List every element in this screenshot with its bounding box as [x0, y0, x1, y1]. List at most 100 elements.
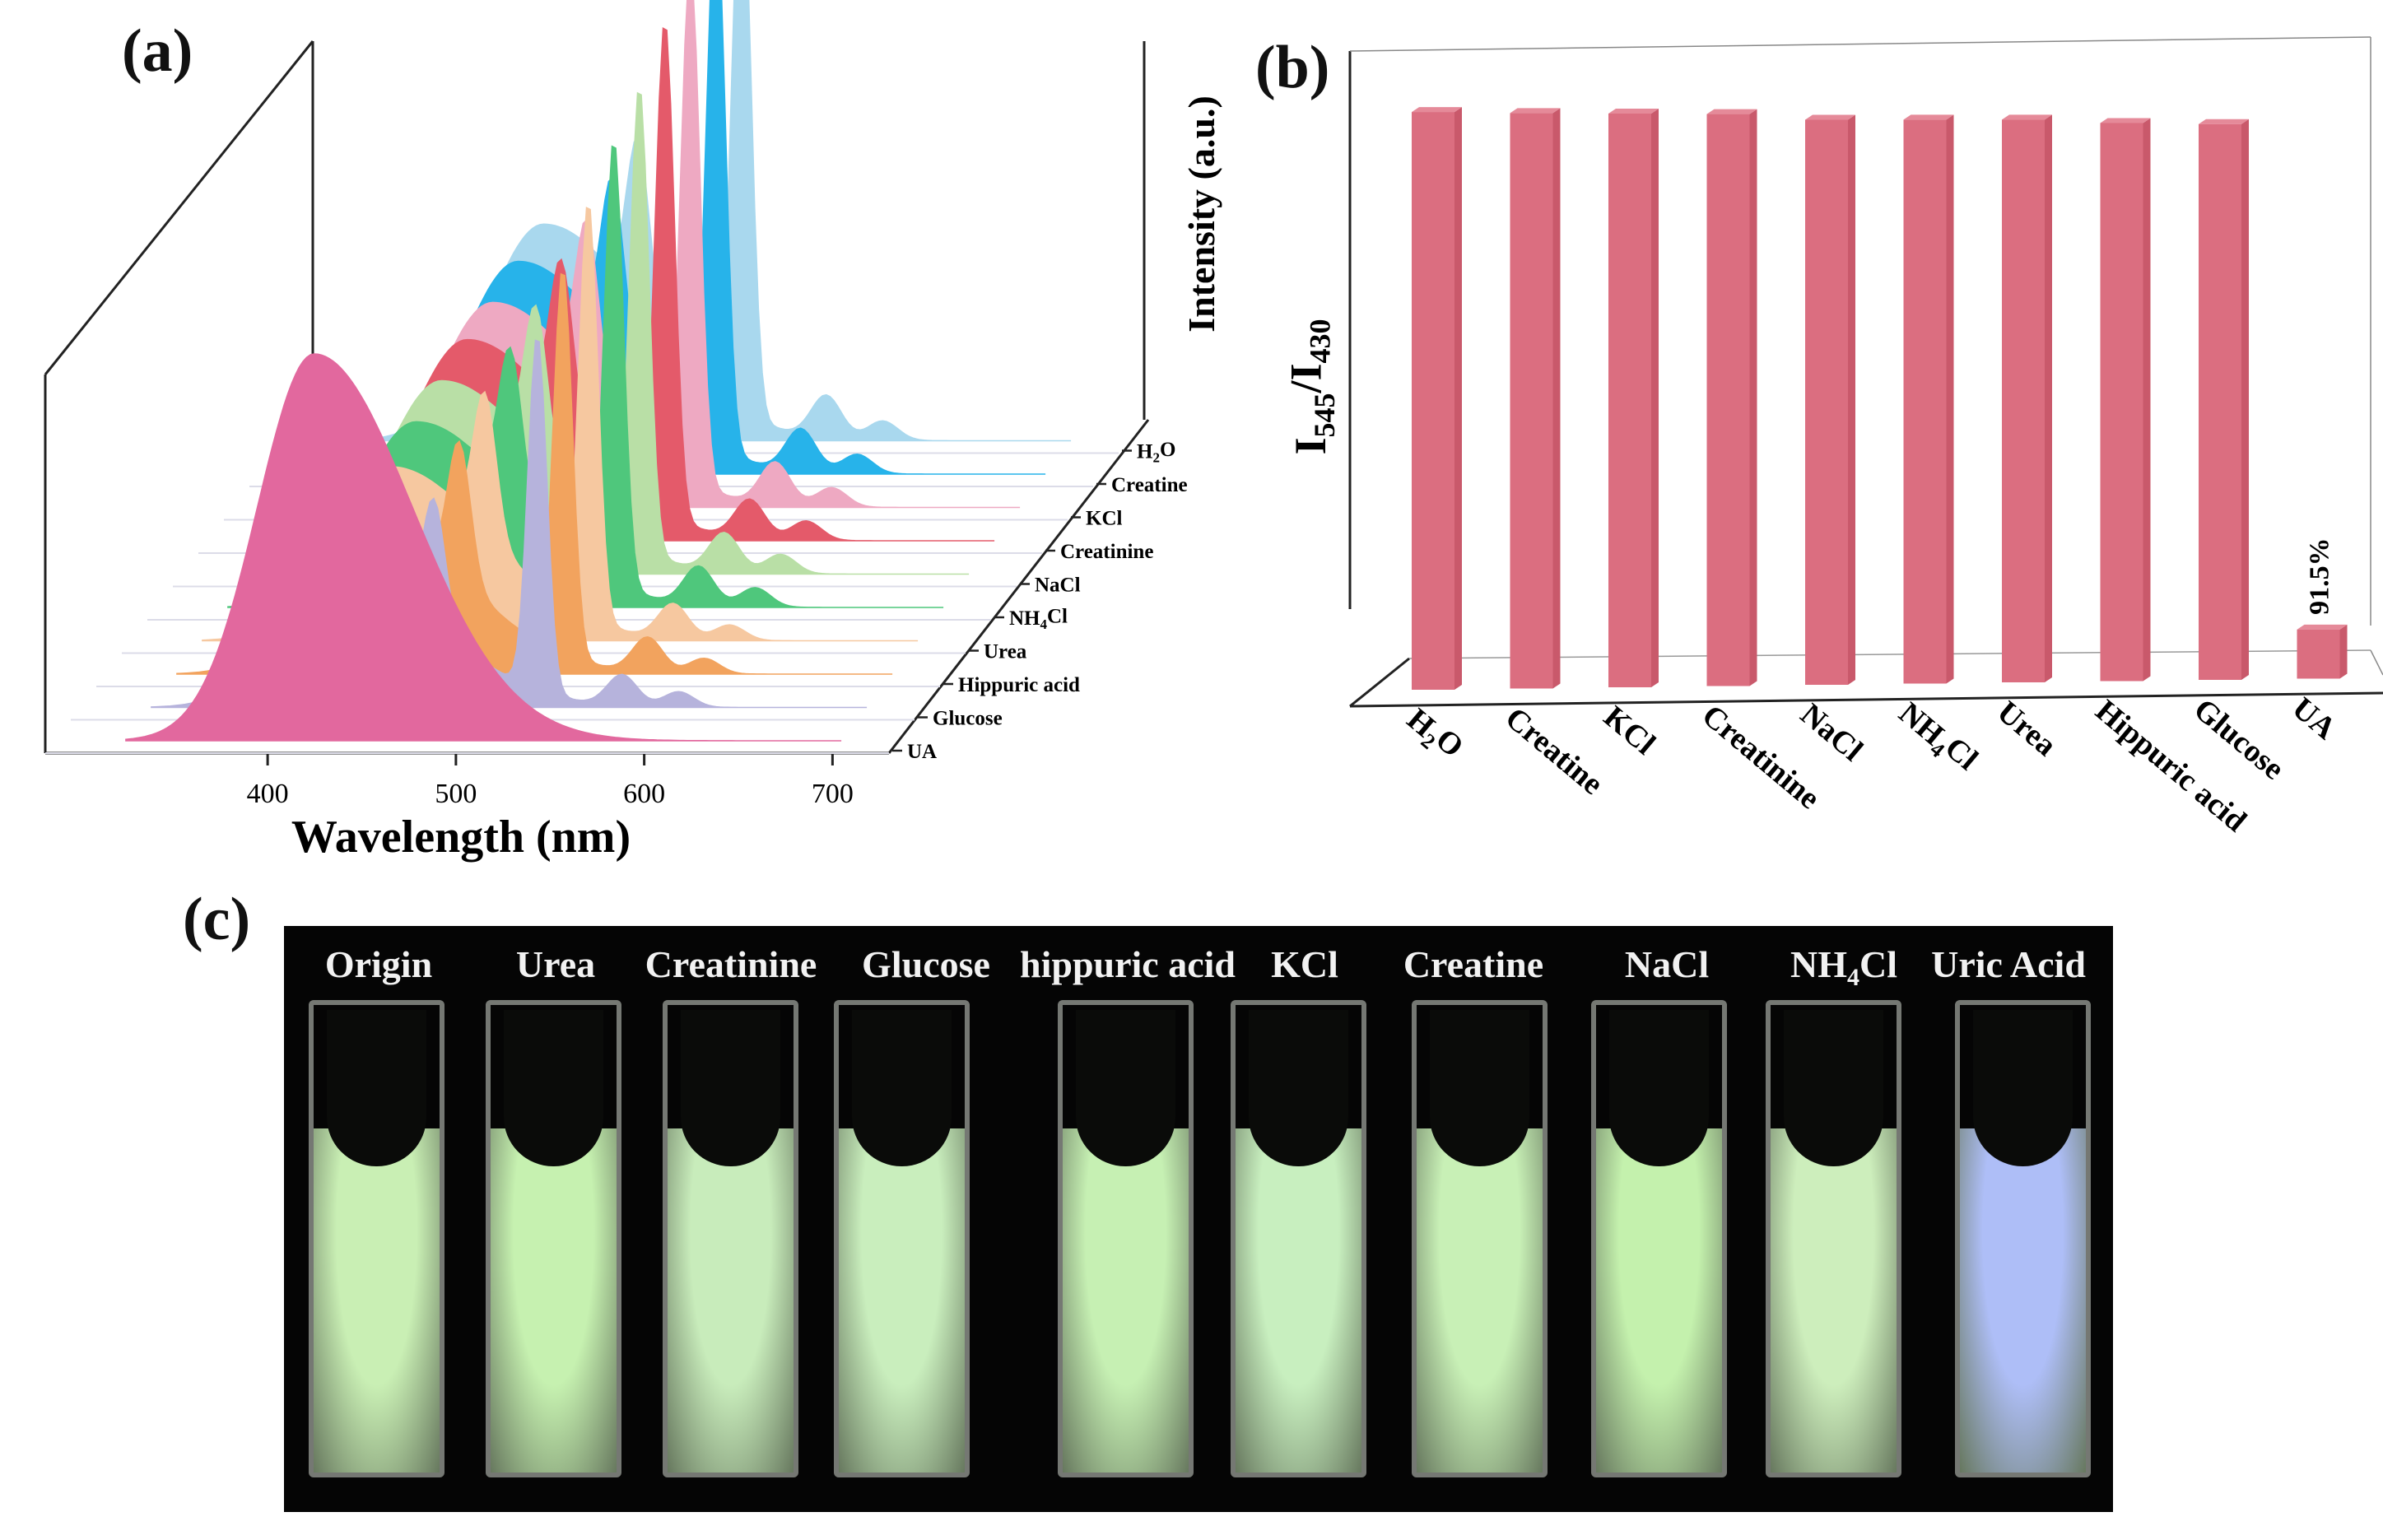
cuvette — [1955, 1000, 2091, 1477]
meniscus-shadow — [1076, 1010, 1175, 1166]
series-label: NH4Cl — [1009, 606, 1068, 633]
bar-top — [2297, 624, 2348, 630]
bar-top — [1805, 114, 1855, 120]
bar — [1608, 113, 1651, 688]
x-tick-label: UA — [2286, 691, 2343, 747]
fluorescent-solution — [1417, 1128, 1543, 1473]
meniscus-shadow — [504, 1010, 603, 1166]
bar — [1706, 114, 1750, 686]
cuvette-label: Origin — [324, 943, 433, 985]
frame-line — [1349, 36, 2371, 52]
series-label: Hippuric acid — [958, 674, 1080, 696]
bar-top — [1412, 107, 1462, 113]
frame-line — [44, 40, 314, 375]
cuvette-label: Uric Acid — [1931, 943, 2086, 985]
x-tick-label: 500 — [435, 779, 477, 809]
bar — [1805, 119, 1848, 685]
cuvette-label: Urea — [515, 943, 596, 985]
meniscus-shadow — [1249, 1010, 1348, 1166]
cuvette-label: NH4Cl — [1790, 943, 1897, 992]
x-tick-label: 400 — [247, 779, 289, 809]
x-tick-label: H2O — [1398, 700, 1470, 770]
bar — [1510, 113, 1553, 689]
fluorescent-solution — [839, 1128, 965, 1473]
cuvette-label: Creatine — [1403, 943, 1544, 985]
series-label: H2O — [1137, 439, 1175, 466]
meniscus-shadow — [1430, 1010, 1529, 1166]
x-tick-label: KCl — [1597, 700, 1662, 762]
spectrum-ua — [125, 353, 842, 742]
fluorescent-solution — [314, 1128, 440, 1473]
cuvette — [1591, 1000, 1727, 1477]
bar-side — [1848, 114, 1855, 685]
fluorescent-solution — [1960, 1128, 2086, 1473]
cuvette — [1412, 1000, 1548, 1477]
fluorescent-solution — [1236, 1128, 1361, 1473]
x-tick-label: NH4Cl — [1890, 693, 1985, 782]
waterfall-spectra-chart: 400 500 600 700 Wavelength (nm) Intensity (a.… — [44, 0, 1222, 863]
series-label: NaCl — [1035, 575, 1081, 597]
bar-top — [2002, 114, 2052, 120]
bar-side — [1454, 107, 1462, 691]
cuvette — [309, 1000, 444, 1477]
cuvette-photo: Origin Urea Creatinine Glucose hippuric acid… — [284, 926, 2113, 1512]
series-label: Glucose — [933, 708, 1003, 730]
bar-side — [1946, 114, 1954, 684]
bar-side — [2045, 114, 2052, 683]
panel-label-c: (c) — [183, 886, 251, 953]
bar-side — [1651, 108, 1659, 688]
series-label: KCl — [1086, 508, 1123, 530]
bar-annotation: 91.5% — [2305, 537, 2335, 615]
cuvette — [486, 1000, 621, 1477]
bar-side — [2241, 119, 2249, 680]
x-tick-label: Urea — [1990, 695, 2063, 763]
series-label: UA — [907, 741, 937, 763]
panel-label-b: (b) — [1255, 34, 1330, 101]
fluorescent-solution — [491, 1128, 617, 1473]
bar-side — [2339, 624, 2348, 679]
cuvette-label: Creatinine — [645, 943, 817, 985]
cuvette — [1058, 1000, 1194, 1477]
cuvette — [834, 1000, 970, 1477]
meniscus-shadow — [327, 1010, 426, 1166]
cuvette — [663, 1000, 798, 1477]
cuvette — [1766, 1000, 1901, 1477]
cuvette-label: KCl — [1271, 943, 1338, 985]
meniscus-shadow — [1973, 1010, 2073, 1166]
frame-line — [2370, 649, 2383, 676]
bar-top — [1903, 114, 1954, 120]
bar-side — [2143, 118, 2151, 682]
fluorescent-solution — [1596, 1128, 1722, 1473]
meniscus-shadow — [1784, 1010, 1883, 1166]
meniscus-shadow — [852, 1010, 952, 1166]
fluorescent-solution — [1063, 1128, 1189, 1473]
x-axis-title: Wavelength (nm) — [291, 812, 631, 863]
bar — [2002, 119, 2045, 683]
bar — [2297, 629, 2340, 679]
floor-line — [1349, 657, 1410, 708]
fluorescent-solution — [1771, 1128, 1897, 1473]
bar — [2100, 123, 2143, 682]
bar-side — [1749, 109, 1757, 686]
bar — [1412, 112, 1454, 691]
series-label: Creatinine — [1060, 541, 1153, 563]
y-axis-title: Intensity (a.u.) — [1180, 95, 1222, 333]
meniscus-shadow — [681, 1010, 780, 1166]
cuvette-label: hippuric acid — [1019, 943, 1236, 985]
series-label: Urea — [984, 641, 1027, 663]
bar-top — [1510, 108, 1561, 114]
cuvette-label: NaCl — [1624, 943, 1710, 985]
y-axis-title: I545/I430 — [1282, 319, 1341, 454]
bar — [2199, 123, 2241, 680]
fluorescent-solution — [668, 1128, 794, 1473]
series-label: Creatine — [1111, 474, 1188, 496]
cuvette — [1231, 1000, 1366, 1477]
x-tick-label: 600 — [623, 779, 665, 809]
x-tick-label: 700 — [812, 779, 854, 809]
bar-top — [1706, 109, 1757, 114]
bar-top — [2100, 118, 2151, 123]
x-tick-label: Creatine — [1499, 700, 1610, 802]
bar-top — [1608, 108, 1659, 114]
panel-label-a: (a) — [122, 17, 193, 85]
